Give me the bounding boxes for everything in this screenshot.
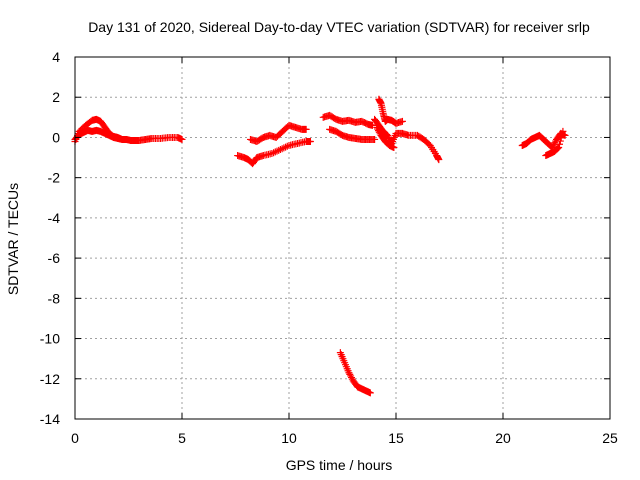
y-tick-label: -10 [40,331,60,347]
y-axis-label: SDTVAR / TECUs [5,183,21,295]
data-point-fill [551,139,559,147]
x-tick-label: 5 [178,430,186,446]
data-point [371,135,379,143]
data-point-fill [374,127,382,135]
data-point [366,389,374,397]
data-point-fill [347,372,355,380]
y-tick-label: -12 [40,371,60,387]
data-point-fill [275,146,283,154]
data-points [71,95,569,397]
data-point-fill [375,128,383,136]
data-point-fill [374,125,382,133]
series-arc-14c [373,123,398,151]
data-point-fill [270,149,278,157]
data-point-fill [282,143,290,151]
data-point [368,121,376,129]
x-tick-label: 25 [602,430,618,446]
y-tick-label: -8 [48,290,61,306]
series-arc-14a [375,95,406,127]
y-tick-label: -6 [48,250,61,266]
data-point [559,127,567,135]
series-arc-12-low [336,349,374,397]
chart-title: Day 131 of 2020, Sidereal Day-to-day VTE… [88,19,590,35]
data-point [561,131,569,139]
data-point [268,150,276,158]
data-point-fill [558,131,566,139]
data-point [435,156,443,164]
x-axis-label: GPS time / hours [286,457,393,473]
data-point [178,135,186,143]
data-point [383,131,391,139]
y-tick-label: 0 [52,129,60,145]
data-point-fill [346,370,354,378]
tick-marks [74,56,611,420]
data-point [306,137,314,145]
data-point-fill [557,134,565,142]
data-point [373,123,381,131]
y-tick-label: 4 [52,49,60,65]
series-arc-0b [71,126,130,143]
series-arc-12a [319,111,376,129]
x-tick-label: 0 [71,430,79,446]
data-point [390,144,398,151]
x-tick-label: 20 [495,430,511,446]
data-point-fill [280,144,288,152]
data-point-fill [553,145,561,153]
plot-frame [74,56,611,420]
data-point [345,369,353,377]
x-tick-label: 15 [388,430,404,446]
grid [75,57,610,419]
data-point [555,144,563,151]
series-arc-8b [246,121,310,145]
x-tick-label: 10 [281,430,297,446]
data-point [302,125,310,133]
data-point-fill [283,142,291,150]
series-arc-14b [371,115,443,164]
data-point-fill [549,142,557,150]
data-point-fill [347,374,355,382]
y-tick-label: -4 [48,210,61,226]
data-point-fill [273,147,281,155]
data-point [276,146,284,154]
data-point-fill [555,140,563,148]
series-arc-8a [234,137,314,168]
y-tick-label: -2 [48,170,61,186]
data-point [398,117,406,125]
data-point-fill [556,137,564,145]
tick-labels: 0 5 10 15 20 25 -14 -12 -10 -8 -6 -4 -2 0 2 4 [40,49,618,446]
y-tick-label: 2 [52,89,60,105]
data-point-fill [384,133,392,141]
data-point [122,135,130,143]
data-point-fill [271,148,279,156]
series-arc-22b [542,127,567,160]
data-point-fill [554,144,562,152]
series-arc-12b [326,125,379,143]
y-tick-label: -14 [40,411,60,427]
data-point-fill [278,145,286,153]
